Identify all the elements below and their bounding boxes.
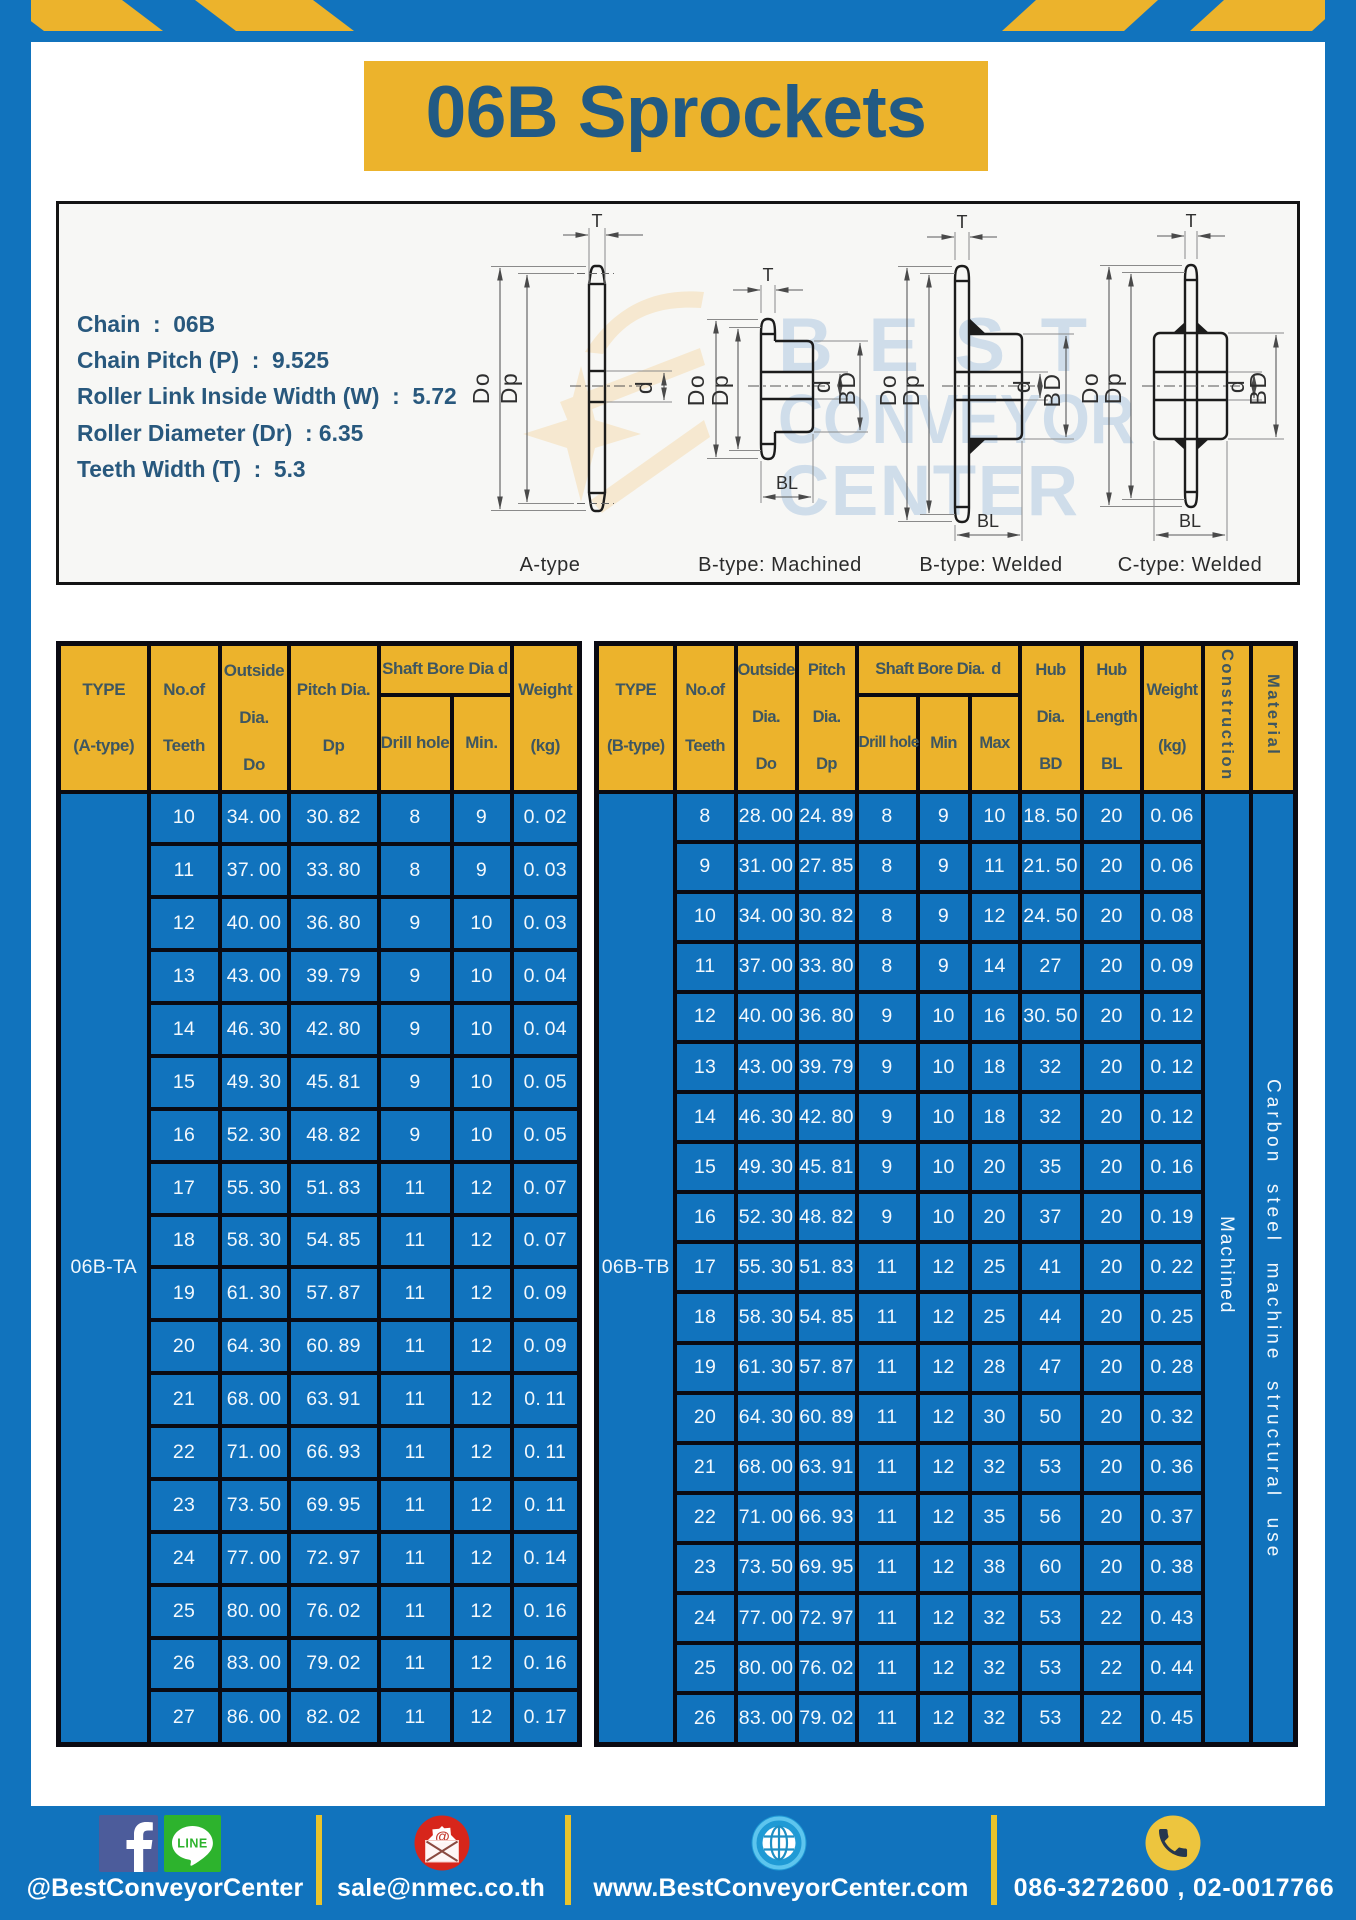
svg-text:Dp: Dp [496, 372, 522, 404]
svg-text:B-type: Welded: B-type: Welded [919, 554, 1062, 576]
svg-text:Dp: Dp [1100, 372, 1126, 404]
svg-text:Dp: Dp [898, 374, 924, 406]
svg-text:BD: BD [1245, 371, 1271, 406]
svg-text:Do: Do [683, 374, 709, 406]
svg-text:CENTER: CENTER [778, 452, 1078, 531]
svg-text:d: d [1009, 379, 1035, 393]
svg-text:Do: Do [468, 372, 494, 404]
svg-text:d: d [631, 380, 657, 394]
svg-text:C-type: Welded: C-type: Welded [1118, 554, 1262, 576]
svg-text:BL: BL [776, 473, 798, 493]
svg-text:T: T [957, 212, 968, 232]
svg-text:A-type: A-type [520, 554, 581, 576]
svg-text:BD: BD [834, 371, 860, 406]
svg-text:Dp: Dp [707, 374, 733, 406]
svg-text:B-type: Machined: B-type: Machined [698, 554, 862, 576]
svg-text:d: d [1223, 379, 1249, 393]
svg-text:Do: Do [875, 374, 901, 406]
svg-text:T: T [763, 265, 774, 285]
svg-text:BD: BD [1039, 373, 1065, 408]
svg-text:BL: BL [1179, 511, 1201, 531]
svg-text:LINE: LINE [177, 1837, 207, 1851]
svg-text:Do: Do [1077, 372, 1103, 404]
svg-text:T: T [592, 211, 603, 231]
svg-text:T: T [1186, 211, 1197, 231]
svg-text:d: d [809, 379, 835, 393]
svg-text:BL: BL [977, 511, 999, 531]
